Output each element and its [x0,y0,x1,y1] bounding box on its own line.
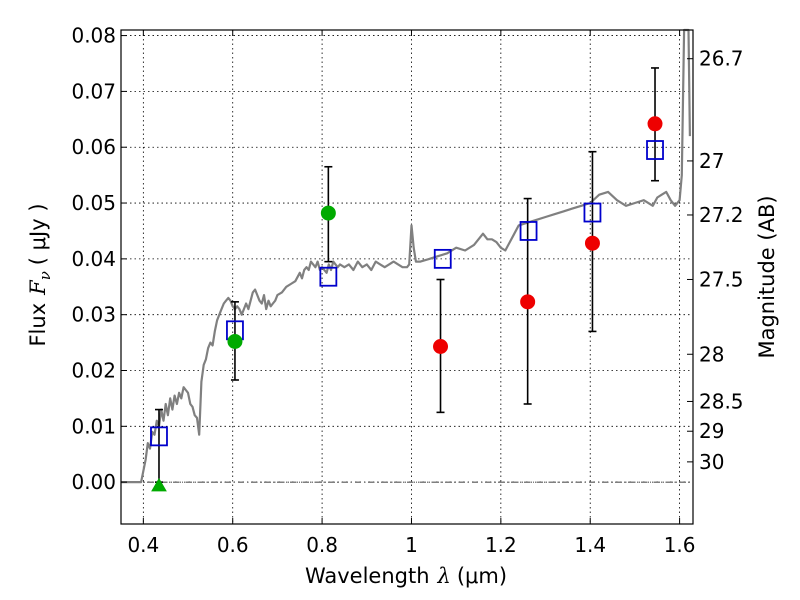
sed-model-line [121,28,691,484]
x-tick-label: 0.6 [217,533,249,557]
y-tick-label: 0.07 [71,79,116,103]
model-flux-square [433,248,452,269]
magnitude-tick-label: 27 [699,149,724,173]
x-tick-label: 0.4 [127,533,159,557]
measured-point [584,235,600,251]
upper-limit-triangle [151,477,167,492]
magnitude-tick-label: 27.2 [699,203,744,227]
model-flux-square [319,266,338,287]
y-tick-label: 0.05 [71,191,116,215]
magnitude-tick-label: 26.7 [699,47,744,71]
magnitude-tick-label: 28.5 [699,389,744,413]
error-bar-layer [154,67,660,483]
tick-layer: 0.4 0.6 0.8 1 1.2 1.4 1.6 0.00 0.01 0.02 0.03 0.04 0… [71,24,743,557]
x-axis-label: Wavelength λ (μm) [305,564,507,588]
y-tick-label: 0.04 [71,247,116,271]
y-tick-label: 0.01 [71,414,116,438]
magnitude-tick-label: 27.5 [699,267,744,291]
x-tick-label: 1 [405,533,418,557]
magnitude-tick-label: 29 [699,419,724,443]
y-tick-label: 0.02 [71,358,116,382]
magnitude-tick-label: 28 [699,342,724,366]
y-axis-label: FluxFν( μJy ) [26,203,54,346]
measured-point [433,338,449,354]
grid-lines [121,30,693,524]
model-flux-square [150,426,168,447]
detection-point [227,333,243,349]
y-tick-label: 0.06 [71,135,116,159]
model-flux-square [519,221,538,241]
y-tick-label: 0.08 [71,24,116,48]
magnitude-tick-label: 30 [699,450,724,474]
model-flux-square [583,202,602,223]
x-tick-label: 1.6 [664,533,696,557]
plot-frame [120,29,694,525]
detection-point [320,205,336,221]
y-tick-label: 0.00 [71,470,116,494]
right-axis-label: Magnitude (AB) [755,195,779,358]
measured-point [647,116,663,132]
x-tick-label: 0.8 [306,533,338,557]
x-tick-label: 1.2 [485,533,517,557]
measured-point [520,294,536,310]
marker-layer [150,116,664,492]
y-tick-label: 0.03 [71,303,116,327]
sed-model-layer [121,28,691,484]
x-tick-label: 1.4 [574,533,606,557]
model-flux-square [646,140,664,160]
